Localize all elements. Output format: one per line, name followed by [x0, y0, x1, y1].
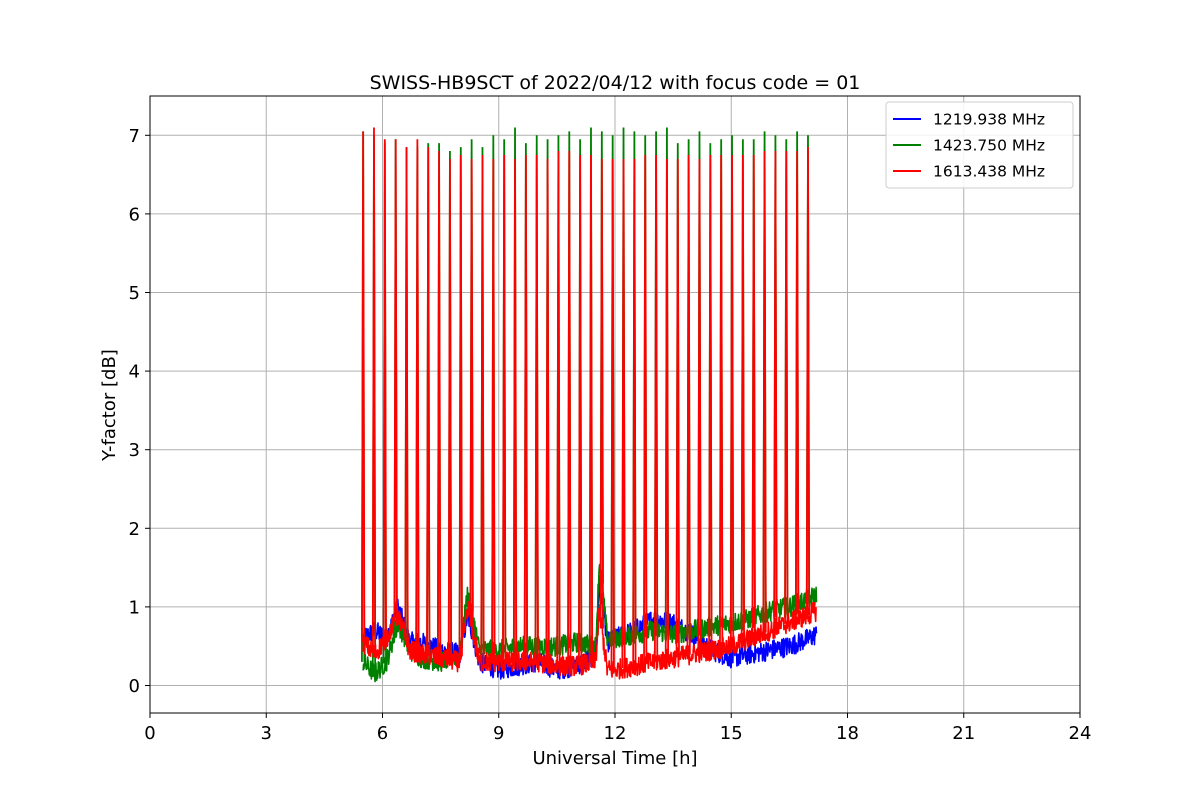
calibration-spike [415, 139, 420, 653]
chart-title: SWISS-HB9SCT of 2022/04/12 with focus co… [370, 72, 861, 94]
calibration-spike [371, 127, 377, 654]
y-tick-label: 3 [129, 440, 140, 461]
y-tick-label: 7 [129, 126, 140, 147]
calibration-spike [447, 158, 453, 660]
calibration-spike [653, 154, 659, 662]
y-tick-label: 2 [129, 519, 140, 540]
calibration-spike [740, 154, 745, 642]
y-tick-label: 5 [129, 283, 140, 304]
x-axis: 0 3 6 9 12 15 18 21 24 [144, 713, 1091, 744]
calibration-spike [762, 151, 767, 633]
x-tick-label: 24 [1069, 723, 1092, 744]
y-axis-label: Y-factor [dB] [99, 349, 120, 462]
calibration-spike [578, 154, 583, 666]
calibration-spike [404, 147, 409, 641]
calibration-spike [729, 154, 735, 646]
legend-item: 1423.750 MHz [893, 137, 1045, 155]
legend-box [885, 101, 1074, 189]
calibration-spike [534, 154, 539, 662]
series-2 [361, 127, 817, 680]
x-tick-label: 15 [720, 723, 743, 744]
calibration-spike [621, 158, 626, 669]
legend-item: 1219.938 MHz [893, 111, 1045, 129]
plot-area [361, 127, 818, 683]
calibration-spike [686, 154, 691, 655]
calibration-spike [556, 151, 561, 666]
legend-label: 1613.438 MHz [933, 163, 1045, 181]
calibration-spike [545, 158, 550, 664]
calibration-spike [480, 154, 485, 662]
calibration-spike [675, 158, 680, 658]
series-layer [361, 127, 818, 683]
x-tick-label: 6 [377, 723, 388, 744]
calibration-spike [664, 158, 670, 660]
calibration-spike [805, 147, 811, 616]
calibration-spike [773, 151, 778, 629]
calibration-spike [719, 154, 724, 649]
grid [149, 96, 1081, 713]
calibration-spike [795, 151, 800, 620]
x-tick-label: 21 [952, 723, 975, 744]
calibration-spike [361, 131, 366, 643]
calibration-spike [491, 158, 496, 662]
calibration-spike [567, 151, 572, 666]
x-tick-label: 12 [604, 723, 627, 744]
y-tick-label: 6 [129, 204, 140, 225]
calibration-spike [751, 154, 756, 638]
legend: 1219.938 MHz 1423.750 MHz 1613.438 MHz [885, 101, 1074, 189]
calibration-spike [458, 154, 463, 657]
calibration-spike [632, 158, 637, 666]
x-tick-label: 18 [836, 723, 859, 744]
calibration-spike [502, 154, 507, 662]
calibration-spike [512, 158, 518, 662]
x-axis-label: Universal Time [h] [532, 748, 697, 769]
calibration-spike [643, 154, 648, 664]
calibration-spike [588, 154, 594, 663]
calibration-spike [393, 139, 398, 620]
calibration-spike [436, 151, 442, 658]
calibration-spike [523, 154, 528, 662]
calibration-spike [784, 151, 789, 624]
calibration-spike [469, 158, 474, 626]
calibration-spike [708, 154, 713, 651]
calibration-spike [599, 158, 604, 629]
x-tick-label: 0 [144, 723, 155, 744]
calibration-spike [610, 158, 615, 670]
x-tick-label: 3 [261, 723, 272, 744]
y-tick-label: 4 [129, 362, 140, 383]
calibration-spike [697, 158, 702, 653]
legend-label: 1219.938 MHz [933, 111, 1045, 129]
legend-item: 1613.438 MHz [893, 163, 1045, 181]
legend-label: 1423.750 MHz [933, 137, 1045, 155]
y-tick-label: 0 [129, 676, 140, 697]
x-tick-label: 9 [493, 723, 504, 744]
calibration-spike [382, 139, 387, 641]
y-axis: 0 1 2 3 4 5 6 7 [129, 126, 150, 697]
calibration-spike [426, 147, 431, 656]
y-tick-label: 1 [129, 597, 140, 618]
